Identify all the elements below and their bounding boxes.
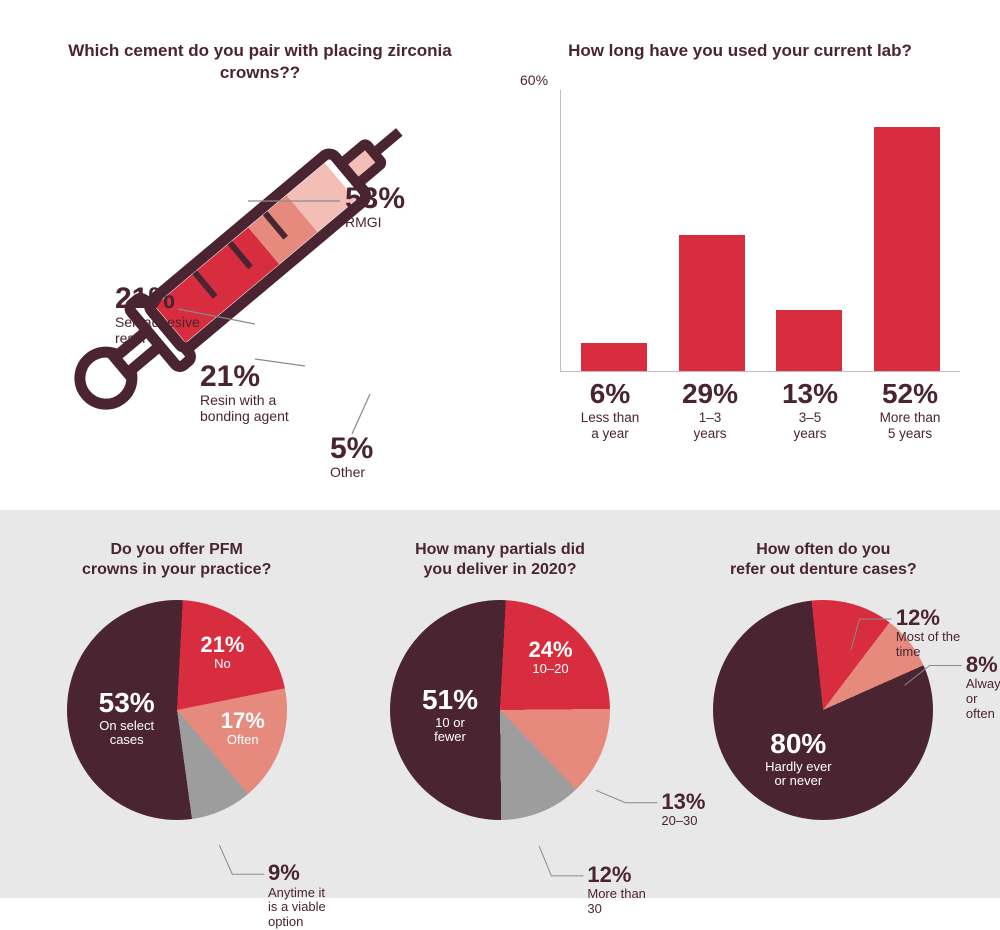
bar-label-3: 52%More than5 years bbox=[860, 374, 960, 452]
syringe-chart: Which cement do you pair with placing zi… bbox=[30, 40, 490, 490]
pie-0-slice-2-label: 17%Often bbox=[188, 709, 298, 747]
pie-1-slice-0-label: 51%10 orfewer bbox=[395, 685, 505, 744]
bar-label-2: 13%3–5years bbox=[760, 374, 860, 452]
pie-block-0: Do you offer PFMcrowns in your practice?… bbox=[20, 540, 333, 878]
syringe-lbl-2: Resin with abonding agent bbox=[200, 392, 289, 424]
pie-title-1: How many partials didyou deliver in 2020… bbox=[343, 540, 656, 580]
pie-title-0: Do you offer PFMcrowns in your practice? bbox=[20, 540, 333, 580]
bar-col-3 bbox=[858, 127, 956, 371]
pie-0: 53%On selectcases21%No17%Often bbox=[67, 600, 287, 820]
pie-0-slice-3-outer-label: 9%Anytime it is a viable option bbox=[268, 860, 333, 930]
bar-label-0: 6%Less thana year bbox=[560, 374, 660, 452]
bar-col-1 bbox=[663, 235, 761, 371]
bar-chart: How long have you used your current lab?… bbox=[510, 40, 970, 490]
syringe-pct-0: 53% bbox=[345, 184, 405, 214]
syringe-title: Which cement do you pair with placing zi… bbox=[30, 40, 490, 84]
syringe-pct-2: 21% bbox=[200, 362, 289, 392]
bar-1 bbox=[679, 235, 745, 371]
bar-0 bbox=[581, 343, 647, 371]
pie-0-slice-1-label: 21%No bbox=[167, 633, 277, 671]
pie-1-slice-3-outer-label: 12%More than 30 bbox=[587, 862, 656, 917]
pie-1-slice-1-label: 24%10–20 bbox=[496, 638, 606, 676]
syringe-pct-3: 5% bbox=[330, 434, 373, 464]
bar-col-0 bbox=[565, 343, 663, 371]
pie-2-slice-2-outer-label: 8%Always or often bbox=[966, 652, 1000, 722]
bar-col-2 bbox=[761, 310, 859, 371]
syringe-icon bbox=[30, 94, 500, 494]
syringe-lbl-3: Other bbox=[330, 464, 373, 480]
pie-title-2: How often do yourefer out denture cases? bbox=[667, 540, 980, 580]
syringe-pct-1: 21% bbox=[115, 284, 200, 314]
pie-2-slice-0-label: 80%Hardly everor never bbox=[743, 729, 853, 788]
pie-block-1: How many partials didyou deliver in 2020… bbox=[343, 540, 656, 878]
syringe-lbl-1: Self-adhesiveresin bbox=[115, 314, 200, 346]
bar-3 bbox=[874, 127, 940, 371]
y-axis-max: 60% bbox=[520, 72, 548, 88]
pie-block-2: How often do yourefer out denture cases?… bbox=[667, 540, 980, 878]
syringe-lbl-0: RMGI bbox=[345, 214, 405, 230]
bar-label-1: 29%1–3years bbox=[660, 374, 760, 452]
bar-title: How long have you used your current lab? bbox=[510, 40, 970, 62]
pie-1: 51%10 orfewer 24%10–20 bbox=[390, 600, 610, 820]
bar-2 bbox=[776, 310, 842, 371]
pie-0-slice-0-label: 53%On selectcases bbox=[72, 688, 182, 747]
